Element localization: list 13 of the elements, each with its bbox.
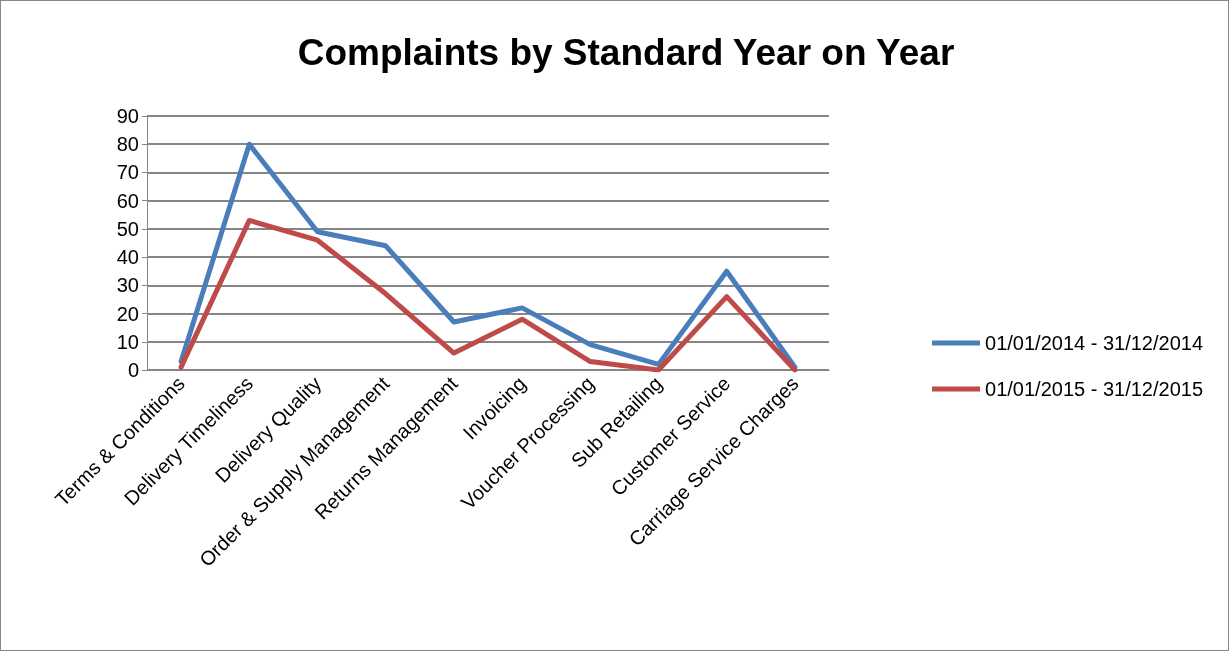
chart-title: Complaints by Standard Year on Year — [297, 32, 955, 73]
legend-label: 01/01/2015 - 31/12/2015 — [985, 378, 1203, 400]
y-tick-label: 90 — [116, 105, 139, 127]
y-tick-label: 30 — [116, 274, 139, 297]
legend-label: 01/01/2014 - 31/12/2014 — [985, 332, 1203, 354]
y-tick-label: 50 — [116, 217, 139, 240]
y-tick-label: 70 — [116, 161, 139, 184]
y-tick-label: 40 — [116, 246, 139, 269]
y-tick-label: 60 — [116, 189, 139, 212]
y-tick-label: 0 — [127, 359, 139, 381]
y-tick-label: 20 — [116, 302, 139, 325]
y-tick-label: 80 — [116, 133, 139, 156]
y-tick-label: 10 — [116, 330, 139, 353]
